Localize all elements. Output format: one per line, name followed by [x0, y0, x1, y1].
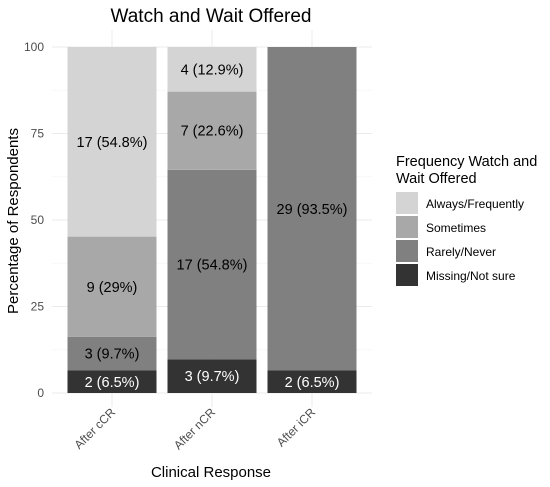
bar-segment-label: 17 (54.8%) [177, 258, 248, 274]
bar-segment-label: 9 (29%) [87, 280, 138, 296]
bar-segment-label: 2 (6.5%) [85, 375, 140, 391]
bar-segment-label: 17 (54.8%) [77, 135, 148, 151]
legend: Frequency Watch and Wait Offered Always/… [396, 154, 537, 286]
y-tick-label: 100 [24, 40, 44, 54]
y-tick-label: 75 [31, 127, 45, 141]
legend-label: Rarely/Never [426, 245, 496, 259]
legend-title-line-1: Frequency Watch and [396, 154, 537, 170]
bar-segment [167, 47, 257, 92]
bar-segment [67, 47, 157, 237]
chart-title: Watch and Wait Offered [111, 6, 312, 27]
x-tick-label: After cCR [71, 405, 118, 452]
bar-segment-label: 3 (9.7%) [85, 347, 140, 363]
bar-segment-label: 2 (6.5%) [285, 375, 340, 391]
x-tick-label: After nCR [171, 405, 218, 452]
y-axis-ticks: 0 25 50 75 100 [24, 40, 44, 400]
legend-key [396, 192, 418, 214]
bar-segment-label: 7 (22.6%) [181, 124, 244, 140]
legend-key [396, 264, 418, 286]
y-tick-label: 0 [37, 386, 44, 400]
bar-segment-label: 4 (12.9%) [181, 62, 244, 78]
y-axis-title: Percentage of Respondents [5, 128, 22, 314]
bar-segment [267, 370, 357, 393]
bar-segment [267, 47, 357, 371]
bars [67, 47, 357, 393]
bar-segment [67, 336, 157, 371]
bar-segment [67, 370, 157, 393]
legend-key [396, 216, 418, 238]
segment-labels: 2 (6.5%) 3 (9.7%) 9 (29%) 17 (54.8%) 3 (9.7%… [77, 62, 348, 390]
legend-key [396, 240, 418, 262]
y-tick-label: 25 [31, 300, 45, 314]
bar-segment [167, 91, 257, 170]
legend-label: Missing/Not sure [426, 269, 516, 283]
legend-title-line-2: Wait Offered [396, 171, 477, 187]
bar-segment [67, 236, 157, 337]
x-tick-label: After iCR [274, 405, 319, 450]
legend-label: Sometimes [426, 221, 486, 235]
bar-segment [167, 169, 257, 360]
bar-segment-label: 29 (93.5%) [277, 202, 348, 218]
bar-segment [167, 359, 257, 393]
bar-segment-label: 3 (9.7%) [185, 369, 240, 385]
legend-items: Always/Frequently Sometimes Rarely/Never Mi… [396, 192, 524, 286]
x-axis-ticks: After cCR After nCR After iCR [71, 405, 318, 452]
y-tick-label: 50 [31, 213, 45, 227]
legend-label: Always/Frequently [426, 197, 524, 211]
x-axis-title: Clinical Response [151, 464, 271, 481]
